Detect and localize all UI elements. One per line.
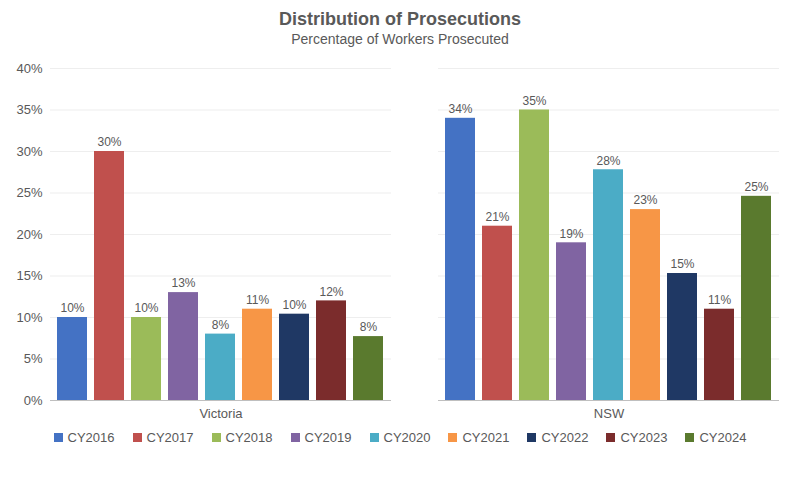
svg-text:25%: 25% bbox=[744, 180, 768, 194]
svg-text:8%: 8% bbox=[212, 318, 230, 332]
svg-text:34%: 34% bbox=[448, 102, 472, 116]
svg-text:15%: 15% bbox=[16, 268, 42, 283]
svg-text:23%: 23% bbox=[633, 193, 657, 207]
svg-text:15%: 15% bbox=[670, 257, 694, 271]
svg-text:21%: 21% bbox=[485, 210, 509, 224]
html-text:CY2016: CY2016 bbox=[67, 430, 115, 445]
svg-text:0%: 0% bbox=[24, 393, 43, 408]
svg-text:25%: 25% bbox=[16, 185, 42, 200]
svg-text:11%: 11% bbox=[246, 293, 269, 307]
svg-text:40%: 40% bbox=[16, 61, 42, 76]
svg-text:20%: 20% bbox=[16, 227, 42, 242]
svg-text:10%: 10% bbox=[134, 301, 158, 315]
html-text:CY2018: CY2018 bbox=[225, 430, 273, 445]
html-text:CY2024: CY2024 bbox=[699, 430, 747, 445]
svg-text:NSW: NSW bbox=[594, 406, 625, 421]
svg-text:11%: 11% bbox=[708, 293, 731, 307]
html-text:CY2019: CY2019 bbox=[304, 430, 352, 445]
svg-text:35%: 35% bbox=[522, 94, 546, 108]
html-text:CY2021: CY2021 bbox=[462, 430, 510, 445]
svg-text:35%: 35% bbox=[16, 102, 42, 117]
svg-text:10%: 10% bbox=[282, 298, 306, 312]
svg-text:10%: 10% bbox=[60, 301, 84, 315]
svg-text:Victoria: Victoria bbox=[199, 406, 243, 421]
html-text:Percentage of Workers Prosecut: Percentage of Workers Prosecuted bbox=[291, 31, 509, 47]
html-text:CY2017: CY2017 bbox=[146, 430, 194, 445]
svg-text:8%: 8% bbox=[360, 320, 378, 334]
svg-text:30%: 30% bbox=[97, 135, 121, 149]
svg-text:30%: 30% bbox=[16, 144, 42, 159]
html-text:CY2020: CY2020 bbox=[383, 430, 431, 445]
svg-text:19%: 19% bbox=[559, 227, 583, 241]
svg-text:28%: 28% bbox=[596, 154, 620, 168]
svg-text:13%: 13% bbox=[171, 276, 195, 290]
html-text:CY2023: CY2023 bbox=[620, 430, 668, 445]
svg-text:12%: 12% bbox=[319, 285, 343, 299]
html-text:CY2022: CY2022 bbox=[541, 430, 589, 445]
html-text:Distribution of Prosecutions: Distribution of Prosecutions bbox=[279, 9, 521, 29]
svg-text:10%: 10% bbox=[16, 310, 42, 325]
svg-text:5%: 5% bbox=[24, 351, 43, 366]
